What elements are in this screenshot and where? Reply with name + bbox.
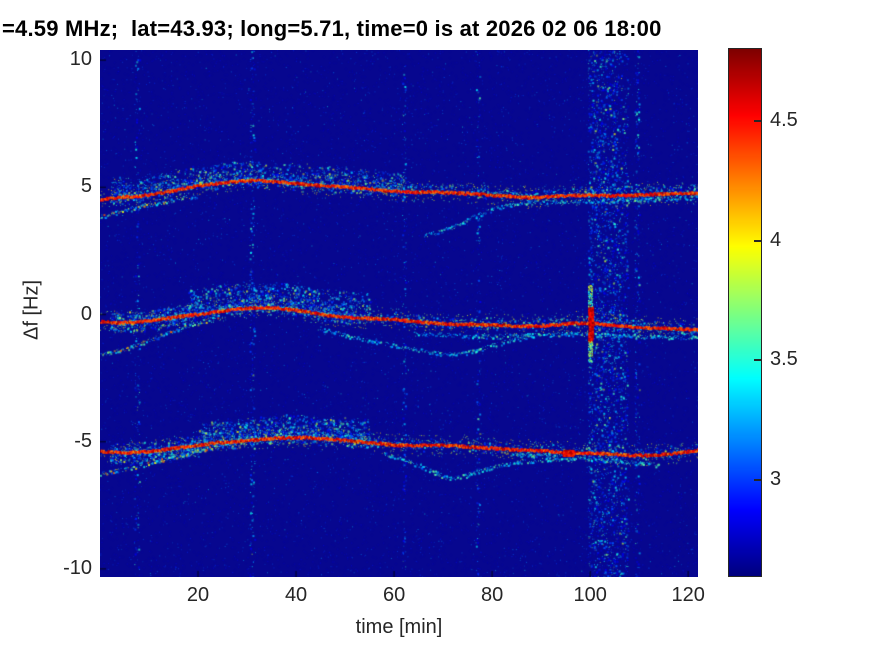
x-axis-label: time [min]: [355, 616, 443, 638]
colorbar-tick-mark: [754, 479, 761, 482]
colorbar-tick-label: 3.5: [770, 348, 798, 371]
x-tick-label: 20: [186, 584, 210, 606]
colorbar-tick-mark: [754, 239, 761, 242]
x-tick-label: 80: [481, 584, 504, 606]
plot-title: =4.59 MHz; lat=43.93; long=5.71, time=0 …: [2, 16, 662, 41]
y-tick-label: -5: [74, 429, 92, 452]
y-tick-label: -10: [63, 556, 92, 579]
x-tick-label: 40: [284, 584, 308, 606]
colorbar-tick-label: 4: [770, 228, 782, 251]
colorbar-tick-mark: [754, 359, 761, 362]
y-tick-label: 0: [80, 302, 92, 325]
colorbar: [728, 48, 762, 577]
colorbar-tick-label: 4.5: [770, 108, 798, 131]
x-tick-label: 100: [573, 584, 607, 606]
y-tick-label: 5: [80, 175, 92, 198]
colorbar-tick-label: 3: [770, 468, 782, 491]
colorbar-tick-mark: [754, 119, 761, 122]
spectrogram-canvas: [100, 50, 698, 577]
x-tick-label: 120: [671, 584, 705, 606]
x-tick-label: 60: [382, 584, 406, 606]
y-tick-label: 10: [69, 48, 92, 71]
